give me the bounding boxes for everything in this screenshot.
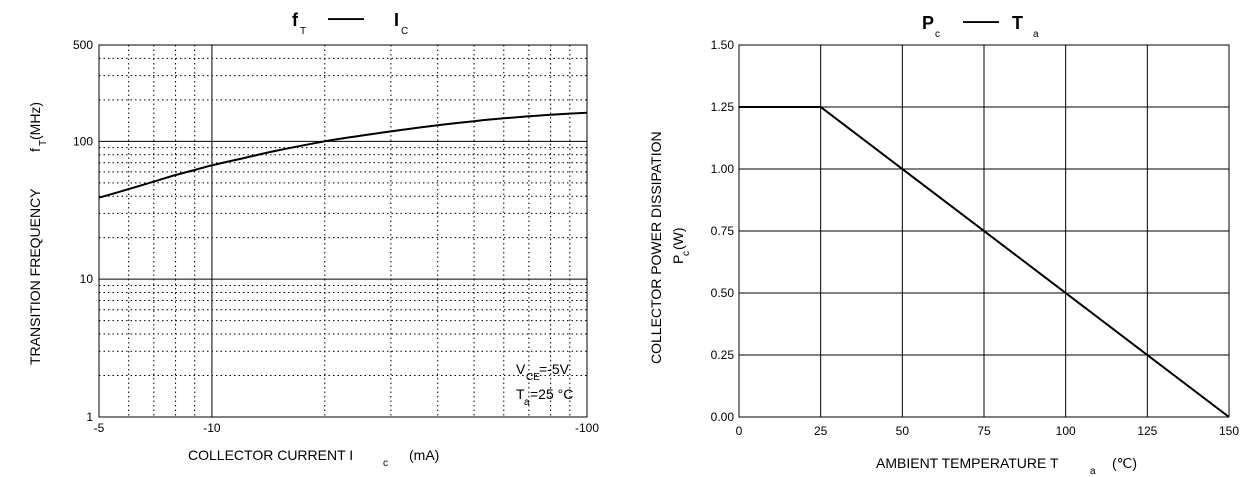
- pc-ta-ylabel-symbol: P: [670, 255, 686, 264]
- ft-ic-chart: -5 -10 -100 500 100 10 1 f T —— I C COLLECTOR…: [27, 8, 599, 469]
- pc-ta-y-ticks: 0.00 0.25 0.50 0.75 1.00 1.25 1.50: [711, 38, 735, 424]
- ft-ic-annotation-ta-sub: a: [524, 397, 530, 408]
- ft-ic-grid: [99, 45, 587, 417]
- pc-ta-xlabel-unit: (℃): [1112, 455, 1137, 471]
- pc-ta-title-var-sub: a: [1033, 29, 1039, 40]
- x-tick-label: -5: [94, 421, 105, 435]
- ft-ic-xlabel-unit: (mA): [409, 447, 439, 463]
- pc-ta-derating-line: [739, 106, 1230, 418]
- x-tick-label: 100: [1056, 424, 1076, 438]
- y-tick-label: 0.75: [711, 224, 735, 238]
- pc-ta-title-dash: ——: [963, 11, 999, 31]
- ft-ic-title-main: f: [292, 10, 299, 30]
- ft-ic-xlabel-sub: c: [383, 458, 388, 469]
- y-tick-label: 1.25: [711, 100, 735, 114]
- x-tick-label: 25: [814, 424, 828, 438]
- y-tick-label: 500: [73, 38, 93, 52]
- y-tick-label: 0.50: [711, 286, 735, 300]
- ft-ic-y-ticks: 500 100 10 1: [73, 38, 93, 424]
- x-tick-label: 50: [896, 424, 910, 438]
- ft-ic-annotation-vce-value: =-5V: [539, 361, 570, 377]
- ft-ic-x-ticks: -5 -10 -100: [94, 421, 600, 435]
- ft-ic-title-var: I: [394, 10, 399, 30]
- ft-ic-y-axis-label: TRANSITION FREQUENCY f T (MHz): [27, 102, 49, 365]
- ft-ic-annotation-vce-sub: CE: [526, 372, 540, 383]
- x-tick-label: 125: [1137, 424, 1157, 438]
- y-tick-label: 1.00: [711, 162, 735, 176]
- y-tick-label: 10: [80, 272, 94, 286]
- y-tick-label: 1.50: [711, 38, 735, 52]
- pc-ta-xlabel: AMBIENT TEMPERATURE T: [876, 455, 1059, 471]
- ft-ic-title-main-sub: T: [300, 26, 306, 37]
- pc-ta-ylabel: COLLECTOR POWER DISSIPATION: [648, 131, 664, 364]
- ft-ic-xlabel: COLLECTOR CURRENT I: [188, 447, 353, 463]
- y-tick-label: 1: [86, 410, 93, 424]
- pc-ta-chart: 0 25 50 75 100 125 150 0.00 0.25 0.50 0.75 1.00 1.2…: [648, 11, 1239, 477]
- y-tick-label: 100: [73, 134, 93, 148]
- pc-ta-title-main-sub: c: [935, 29, 940, 40]
- ft-ic-plot-frame: [98, 44, 588, 418]
- ft-ic-annotation-ta: T a =25 °C: [516, 386, 573, 408]
- y-tick-label: 0.00: [711, 410, 735, 424]
- pc-ta-title-var: T: [1012, 13, 1023, 33]
- ft-ic-ylabel-symbol: f: [27, 148, 43, 152]
- ft-ic-annotation-ta-value: =25 °C: [530, 386, 573, 402]
- pc-ta-x-axis-label: AMBIENT TEMPERATURE T a (℃): [876, 455, 1137, 477]
- ft-ic-annotation-vce: V CE =-5V: [516, 361, 570, 383]
- pc-ta-ylabel-unit: (W): [670, 227, 686, 250]
- y-tick-label: 0.25: [711, 348, 735, 362]
- x-tick-label: 150: [1219, 424, 1239, 438]
- pc-ta-plot-frame: [738, 44, 1230, 418]
- ft-ic-annotation-vce-symbol: V: [516, 361, 526, 377]
- x-tick-label: -10: [203, 421, 221, 435]
- ft-ic-annotation-ta-symbol: T: [516, 386, 525, 402]
- ft-ic-title-dash: ——: [328, 8, 364, 28]
- pc-ta-y-axis-label: COLLECTOR POWER DISSIPATION P c (W): [648, 131, 692, 364]
- pc-ta-ylabel-symbol-sub: c: [681, 251, 692, 256]
- ft-ic-title-var-sub: C: [401, 26, 408, 37]
- pc-ta-x-ticks: 0 25 50 75 100 125 150: [736, 424, 1240, 438]
- pc-ta-title-main: P: [922, 13, 934, 33]
- x-tick-label: 75: [977, 424, 991, 438]
- ft-ic-x-axis-label: COLLECTOR CURRENT I c (mA): [188, 447, 439, 469]
- ft-ic-ylabel-unit: (MHz): [27, 102, 43, 140]
- ft-ic-curve: [98, 111, 588, 199]
- x-tick-label: -100: [575, 421, 599, 435]
- pc-ta-title: P c —— T a: [922, 11, 1039, 40]
- pc-ta-xlabel-sub: a: [1090, 466, 1096, 477]
- ft-ic-ylabel-symbol-sub: T: [38, 140, 49, 146]
- ft-ic-ylabel: TRANSITION FREQUENCY: [27, 188, 43, 365]
- ft-ic-title: f T —— I C: [292, 8, 408, 37]
- x-tick-label: 0: [736, 424, 743, 438]
